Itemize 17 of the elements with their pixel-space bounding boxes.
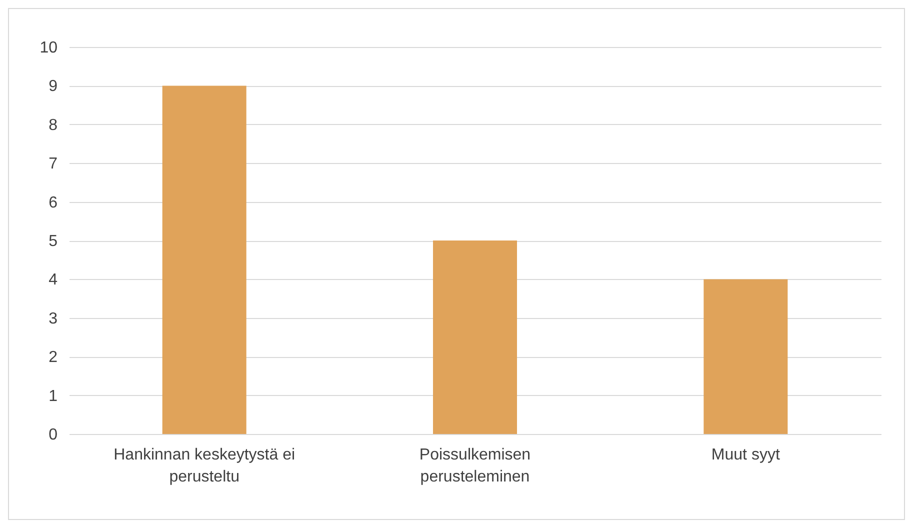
y-tick-label: 0: [48, 426, 58, 444]
x-tick-label: Hankinnan keskeytystä ei perusteltu: [114, 446, 296, 486]
y-tick-label: 6: [48, 194, 58, 212]
y-tick-label: 1: [48, 388, 58, 405]
x-tick-label: Poissulkemisen perusteleminen: [419, 446, 531, 486]
y-tick-label: 5: [48, 233, 58, 250]
bar: [162, 86, 246, 434]
y-tick-label: 8: [48, 116, 58, 134]
bar: [433, 240, 517, 434]
x-tick-label: Muut syyt: [711, 446, 780, 464]
bar: [704, 279, 788, 434]
y-tick-label: 7: [48, 156, 58, 173]
y-tick-label: 10: [40, 40, 58, 56]
y-tick-label: 9: [48, 78, 58, 96]
y-tick-label: 2: [48, 349, 58, 366]
y-tick-label: 4: [48, 272, 58, 289]
y-tick-label: 3: [48, 310, 58, 328]
